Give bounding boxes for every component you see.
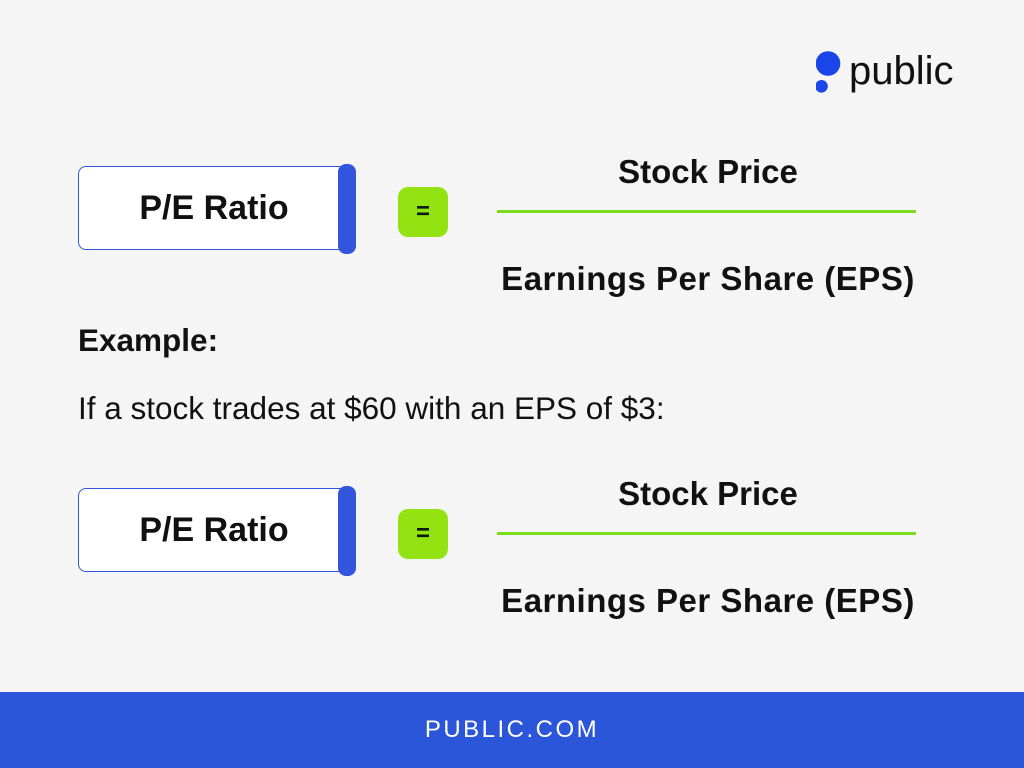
- svg-text:public: public: [849, 49, 954, 93]
